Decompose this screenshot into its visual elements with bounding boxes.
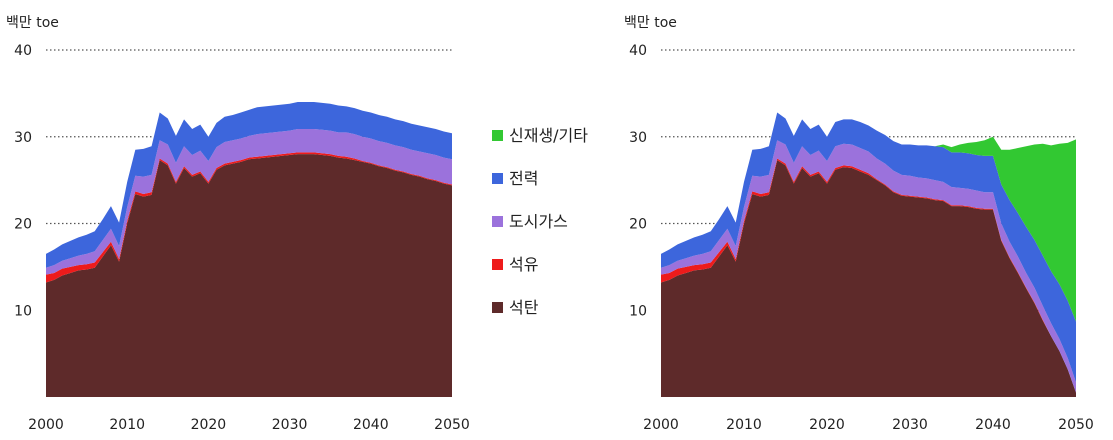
- legend-item-coal: 석탄: [492, 298, 539, 317]
- x-tick-label: 2050: [434, 417, 470, 433]
- area-series-oil: [46, 152, 452, 283]
- legend-item-renewable: 신재생/기타: [492, 126, 588, 145]
- y-tick-label: 10: [14, 303, 32, 319]
- y-tick-label: 10: [629, 303, 647, 319]
- x-tick-label: 2030: [892, 417, 928, 433]
- x-tick-label: 2010: [726, 417, 762, 433]
- area-series-coal: [661, 160, 1076, 397]
- legend-label: 신재생/기타: [509, 126, 588, 145]
- legend-swatch: [492, 216, 503, 227]
- x-tick-label: 2000: [643, 417, 679, 433]
- right-stacked-areas: [661, 112, 1076, 397]
- legend-label: 석탄: [509, 298, 539, 317]
- legend-swatch: [492, 130, 503, 141]
- x-tick-label: 2010: [109, 417, 145, 433]
- y-tick-label: 40: [14, 43, 32, 59]
- y-tick-label: 30: [14, 130, 32, 146]
- legend-label: 도시가스: [509, 212, 568, 231]
- left-unit-label: 백만 toe: [6, 15, 59, 31]
- area-series-gas: [661, 140, 1076, 393]
- y-tick-label: 30: [629, 130, 647, 146]
- legend-item-oil: 석유: [492, 255, 538, 274]
- area-series-gas: [46, 128, 452, 275]
- x-tick-label: 2020: [191, 417, 227, 433]
- area-series-power: [661, 112, 1076, 383]
- y-tick-label: 20: [629, 217, 647, 233]
- right-unit-label: 백만 toe: [624, 15, 677, 31]
- right-y-tick-labels: 10 20 30 40: [629, 43, 647, 319]
- x-tick-label: 2040: [975, 417, 1011, 433]
- left-x-tick-labels: 2000 2010 2020 2030 2040 2050: [28, 417, 470, 433]
- legend-swatch: [492, 173, 503, 184]
- left-y-tick-labels: 10 20 30 40: [14, 43, 32, 319]
- right-x-tick-labels: 2000 2010 2020 2030 2040 2050: [643, 417, 1094, 433]
- legend-swatch: [492, 259, 503, 270]
- x-tick-label: 2050: [1058, 417, 1094, 433]
- x-tick-label: 2020: [809, 417, 845, 433]
- legend-label: 석유: [509, 255, 538, 274]
- legend-item-power: 전력: [492, 169, 538, 188]
- area-series-power: [46, 102, 452, 268]
- y-tick-label: 40: [629, 43, 647, 59]
- y-tick-label: 20: [14, 217, 32, 233]
- x-tick-label: 2040: [353, 417, 389, 433]
- x-tick-label: 2000: [28, 417, 64, 433]
- legend-label: 전력: [509, 169, 538, 188]
- legend-swatch: [492, 302, 503, 313]
- left-stacked-areas: [46, 102, 452, 397]
- area-series-coal: [46, 154, 452, 397]
- x-tick-label: 2030: [272, 417, 308, 433]
- legend-item-gas: 도시가스: [492, 212, 568, 231]
